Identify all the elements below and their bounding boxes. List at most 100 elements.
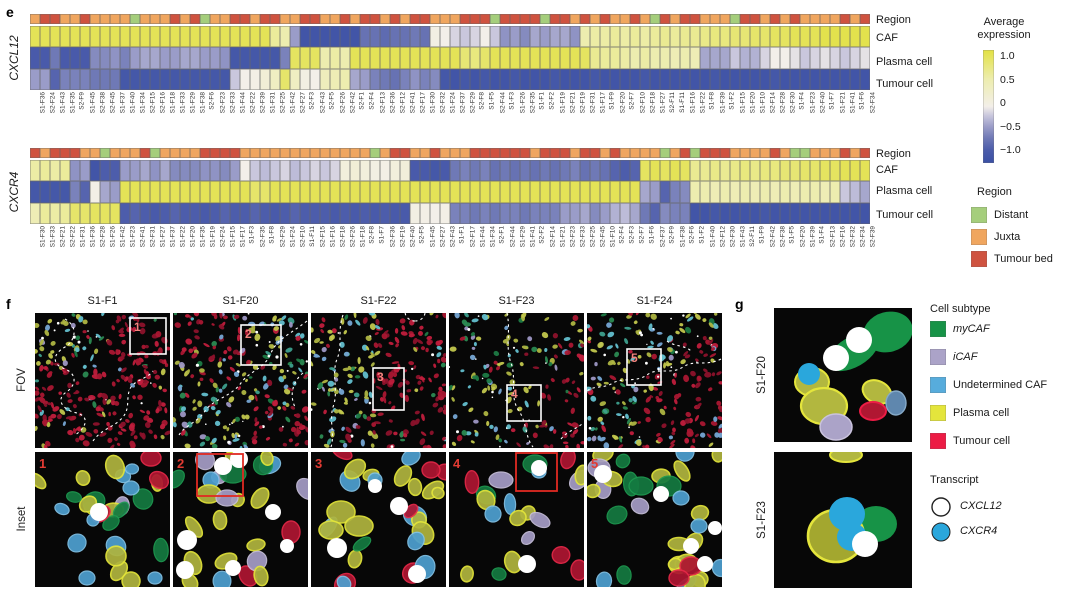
row-label-caf: CAF — [876, 32, 898, 44]
column-label: S2-F10 — [299, 225, 306, 248]
column-label: S1-F29 — [189, 91, 196, 114]
heatmap-cell — [740, 68, 750, 90]
heatmap-cell — [330, 202, 340, 224]
heatmap-cell — [810, 68, 820, 90]
heatmap-cell — [210, 160, 220, 182]
heatmap-cell — [400, 68, 410, 90]
region-cell — [770, 14, 780, 24]
heatmap-cell — [410, 26, 420, 48]
heatmap-cell — [670, 202, 680, 224]
heatmap-cell — [530, 68, 540, 90]
fov-image-s1-f1: 1 — [35, 313, 170, 448]
heatmap-cell — [850, 202, 860, 224]
column-label: S2-F36 — [389, 225, 396, 248]
colorbar-title: Average expression — [977, 16, 1031, 41]
heatmap-cell — [150, 160, 160, 182]
heatmap-cell — [220, 47, 230, 69]
column-label: S2-F6 — [689, 225, 696, 244]
heatmap-cell — [470, 160, 480, 182]
heatmap-cell — [800, 160, 810, 182]
heatmap-cell — [50, 26, 60, 48]
heatmap-cell — [480, 202, 490, 224]
column-label: S2-F27 — [299, 91, 306, 114]
heatmap-cell — [510, 181, 520, 203]
column-label: S2-F22 — [69, 225, 76, 248]
heatmap-cell — [180, 181, 190, 203]
region-cell — [720, 14, 730, 24]
region-cell — [490, 148, 500, 158]
heatmap-cell — [420, 202, 430, 224]
heatmap-cell — [430, 26, 440, 48]
region-cell — [590, 14, 600, 24]
region-cell — [450, 14, 460, 24]
column-label: S2-F12 — [399, 91, 406, 114]
column-label: S2-F14 — [549, 225, 556, 248]
gene-label-cxcl12: CXCL12 — [7, 35, 21, 81]
heatmap-cell — [440, 181, 450, 203]
heatmap-cell — [410, 47, 420, 69]
heatmap-cell — [120, 47, 130, 69]
heatmap-cell — [660, 68, 670, 90]
heatmap-cell — [340, 47, 350, 69]
heatmap-cell — [580, 181, 590, 203]
column-label: S1-F40 — [709, 225, 716, 248]
region-cell — [220, 14, 230, 24]
column-label: S2-F24 — [49, 91, 56, 114]
heatmap-cell — [250, 202, 260, 224]
column-label: S1-F7 — [379, 225, 386, 244]
heatmap-cell — [710, 47, 720, 69]
region-cell — [660, 148, 670, 158]
column-label: S1-F26 — [109, 225, 116, 248]
heatmap-cell — [750, 68, 760, 90]
heatmap-cell — [620, 202, 630, 224]
heatmap-cell — [470, 202, 480, 224]
column-label: S2-F37 — [459, 91, 466, 114]
heatmap-cell — [770, 68, 780, 90]
heatmap-cell — [240, 160, 250, 182]
heatmap-cell — [690, 202, 700, 224]
fov-title-s1-f1: S1-F1 — [87, 295, 118, 307]
heatmap-cell — [300, 202, 310, 224]
fov-image-s1-f23: 4 — [449, 313, 584, 448]
heatmap-cell — [310, 181, 320, 203]
heatmap-cell — [330, 47, 340, 69]
heatmap-cell — [570, 202, 580, 224]
heatmap-row-plasma-cell — [30, 181, 870, 203]
heatmap-cell — [220, 68, 230, 90]
heatmap-cell — [370, 160, 380, 182]
heatmap-cell — [250, 47, 260, 69]
heatmap-cell — [170, 202, 180, 224]
column-label: S2-F17 — [419, 91, 426, 114]
column-label: S2-F32 — [439, 91, 446, 114]
region-cell — [840, 14, 850, 24]
heatmap-cell — [270, 68, 280, 90]
region-cell — [250, 14, 260, 24]
column-label: S2-F17 — [469, 225, 476, 248]
heatmap-cell — [420, 68, 430, 90]
column-label: S1-F36 — [89, 225, 96, 248]
region-cell — [210, 14, 220, 24]
heatmap-cell — [400, 202, 410, 224]
heatmap-cell — [730, 181, 740, 203]
heatmap-cell — [180, 68, 190, 90]
heatmap-cell — [640, 47, 650, 69]
region-cell — [120, 14, 130, 24]
region-cell — [640, 14, 650, 24]
region-cell — [170, 148, 180, 158]
heatmap-cell — [690, 181, 700, 203]
column-label: S2-F11 — [749, 225, 756, 247]
region-cell — [570, 148, 580, 158]
column-label: S2-F24 — [219, 225, 226, 248]
heatmap-cell — [250, 26, 260, 48]
heatmap-cell — [590, 202, 600, 224]
column-label: S2-F18 — [339, 225, 346, 248]
heatmap-cell — [210, 68, 220, 90]
region-cell — [830, 148, 840, 158]
region-cell — [230, 14, 240, 24]
svg-text:2: 2 — [177, 456, 184, 471]
inset-row-label: Inset — [16, 506, 28, 532]
heatmap-cell — [610, 26, 620, 48]
region-cell — [720, 148, 730, 158]
heatmap-cell — [150, 68, 160, 90]
heatmap-cell — [460, 181, 470, 203]
